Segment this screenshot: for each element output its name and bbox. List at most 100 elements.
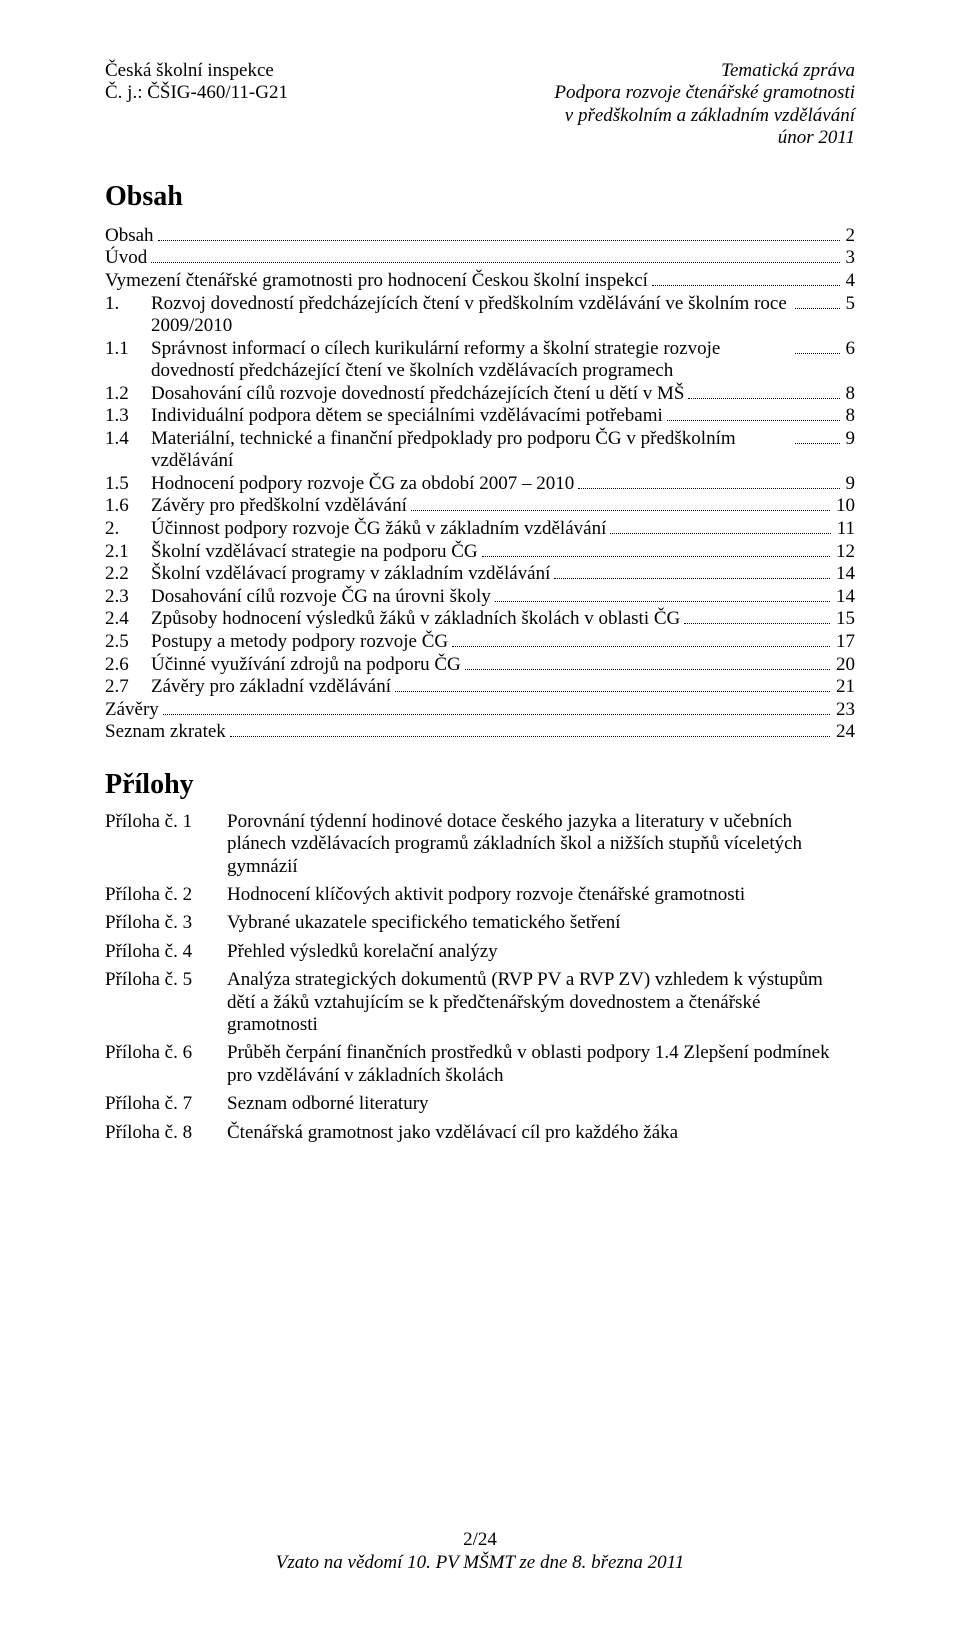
toc-row: Vymezení čtenářské gramotnosti pro hodno… [105, 270, 855, 293]
header-right: Tematická zpráva Podpora rozvoje čtenářs… [554, 60, 855, 150]
toc-label: Závěry pro předškolní vzdělávání [151, 495, 407, 517]
toc-number: 2.7 [105, 676, 151, 698]
toc-label: Hodnocení podpory rozvoje ČG za období 2… [151, 473, 574, 495]
toc-row: 2.6Účinné využívání zdrojů na podporu ČG… [105, 653, 855, 676]
toc-number: 1.6 [105, 495, 151, 517]
header-org: Česká školní inspekce [105, 60, 288, 82]
appendix-text: Porovnání týdenní hodinové dotace českéh… [227, 811, 855, 878]
toc-page: 14 [834, 563, 855, 585]
toc-leader [652, 270, 840, 286]
appendix-label: Příloha č. 2 [105, 884, 227, 906]
appendix-row: Příloha č. 7Seznam odborné literatury [105, 1093, 855, 1115]
toc-leader [795, 292, 840, 308]
toc-page: 4 [844, 270, 856, 292]
toc-label: Rozvoj dovedností předcházejících čtení … [151, 293, 791, 338]
appendix-text: Průběh čerpání finančních prostředků v o… [227, 1042, 855, 1087]
appendix-label: Příloha č. 6 [105, 1042, 227, 1064]
toc-leader [395, 676, 830, 692]
toc-leader [688, 382, 839, 398]
toc-row: 1.5Hodnocení podpory rozvoje ČG za obdob… [105, 473, 855, 496]
toc-leader [610, 518, 830, 534]
appendix-label: Příloha č. 4 [105, 941, 227, 963]
toc-page: 15 [834, 608, 855, 630]
appendix-row: Příloha č. 3Vybrané ukazatele specifické… [105, 912, 855, 934]
toc-page: 24 [834, 721, 855, 743]
toc-row: 1.2Dosahování cílů rozvoje dovedností př… [105, 382, 855, 405]
toc-number: 2. [105, 518, 151, 540]
appendix-text: Přehled výsledků korelační analýzy [227, 941, 855, 963]
toc-label: Způsoby hodnocení výsledků žáků v základ… [151, 608, 680, 630]
appendix-row: Příloha č. 8Čtenářská gramotnost jako vz… [105, 1122, 855, 1144]
appendix-text: Hodnocení klíčových aktivit podpory rozv… [227, 884, 855, 906]
toc-row: 1.6Závěry pro předškolní vzdělávání 10 [105, 495, 855, 518]
toc-page: 8 [844, 383, 856, 405]
toc-label: Školní vzdělávací programy v základním v… [151, 563, 550, 585]
toc-leader [684, 608, 830, 624]
toc-page: 14 [834, 586, 855, 608]
toc-label: Závěry pro základní vzdělávání [151, 676, 391, 698]
header-report-type: Tematická zpráva [554, 60, 855, 82]
section-title-prilohy: Přílohy [105, 768, 855, 801]
toc-page: 9 [844, 428, 856, 450]
appendix-label: Příloha č. 5 [105, 969, 227, 991]
appendix-label: Příloha č. 8 [105, 1122, 227, 1144]
appendices-list: Příloha č. 1Porovnání týdenní hodinové d… [105, 811, 855, 1144]
toc-row: 1.4Materiální, technické a finanční před… [105, 428, 855, 473]
toc-row: Seznam zkratek 24 [105, 721, 855, 744]
footer-note: Vzato na vědomí 10. PV MŠMT ze dne 8. bř… [0, 1552, 960, 1574]
toc-leader [158, 225, 840, 241]
toc-leader [667, 405, 840, 421]
toc-leader [411, 495, 830, 511]
toc-row: 2.3Dosahování cílů rozvoje ČG na úrovni … [105, 586, 855, 609]
toc-page: 5 [844, 293, 856, 315]
footer-page-number: 2/24 [0, 1529, 960, 1551]
toc-leader [452, 631, 830, 647]
toc-label: Obsah [105, 225, 154, 247]
header-left: Česká školní inspekce Č. j.: ČŠIG-460/11… [105, 60, 288, 105]
table-of-contents: Obsah2Úvod3Vymezení čtenářské gramotnost… [105, 225, 855, 744]
toc-page: 12 [834, 541, 855, 563]
section-title-obsah: Obsah [105, 180, 855, 213]
toc-row: 2.5Postupy a metody podpory rozvoje ČG17 [105, 631, 855, 654]
toc-number: 2.6 [105, 654, 151, 676]
toc-page: 6 [844, 338, 856, 360]
toc-leader [554, 563, 830, 579]
toc-number: 1.5 [105, 473, 151, 495]
toc-row: 2.Účinnost podpory rozvoje ČG žáků v zák… [105, 518, 855, 541]
toc-row: 1.Rozvoj dovedností předcházejících čten… [105, 292, 855, 337]
toc-number: 2.2 [105, 563, 151, 585]
toc-leader [578, 473, 839, 489]
toc-row: 1.1Správnost informací o cílech kurikulá… [105, 337, 855, 382]
appendix-row: Příloha č. 5Analýza strategických dokume… [105, 969, 855, 1036]
appendix-row: Příloha č. 2Hodnocení klíčových aktivit … [105, 884, 855, 906]
appendix-row: Příloha č. 1Porovnání týdenní hodinové d… [105, 811, 855, 878]
toc-page: 10 [834, 495, 855, 517]
header-ref: Č. j.: ČŠIG-460/11-G21 [105, 82, 288, 104]
toc-row: Závěry 23 [105, 699, 855, 722]
appendix-text: Seznam odborné literatury [227, 1093, 855, 1115]
toc-number: 2.5 [105, 631, 151, 653]
toc-label: Individuální podpora dětem se speciálním… [151, 405, 663, 427]
toc-label: Dosahování cílů rozvoje ČG na úrovni ško… [151, 586, 491, 608]
toc-number: 2.1 [105, 541, 151, 563]
toc-page: 9 [844, 473, 856, 495]
header-report-subtitle: v předškolním a základním vzdělávání [554, 105, 855, 127]
toc-number: 1.2 [105, 383, 151, 405]
toc-row: 2.4Způsoby hodnocení výsledků žáků v zák… [105, 608, 855, 631]
toc-label: Dosahování cílů rozvoje dovedností předc… [151, 383, 684, 405]
page-header: Česká školní inspekce Č. j.: ČŠIG-460/11… [105, 60, 855, 150]
toc-leader [495, 586, 830, 602]
appendix-text: Vybrané ukazatele specifického tematické… [227, 912, 855, 934]
page-footer: 2/24 Vzato na vědomí 10. PV MŠMT ze dne … [0, 1529, 960, 1574]
toc-label: Správnost informací o cílech kurikulární… [151, 338, 791, 383]
toc-page: 20 [834, 654, 855, 676]
header-report-date: únor 2011 [554, 127, 855, 149]
toc-row: 1.3Individuální podpora dětem se speciál… [105, 405, 855, 428]
toc-row: Obsah2 [105, 225, 855, 248]
toc-leader [465, 653, 830, 669]
toc-label: Seznam zkratek [105, 721, 226, 743]
toc-label: Závěry [105, 699, 159, 721]
toc-label: Účinné využívání zdrojů na podporu ČG [151, 654, 461, 676]
toc-row: 2.7Závěry pro základní vzdělávání21 [105, 676, 855, 699]
toc-page: 23 [834, 699, 855, 721]
